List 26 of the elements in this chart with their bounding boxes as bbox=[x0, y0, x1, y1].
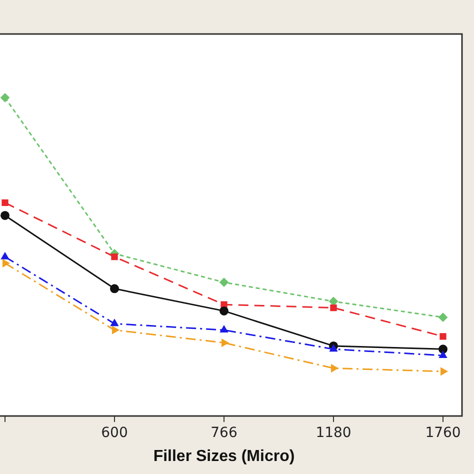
point bbox=[111, 254, 118, 260]
point bbox=[220, 278, 228, 287]
x-axis-title: Filler Sizes (Micro) bbox=[153, 448, 295, 465]
point bbox=[440, 333, 446, 340]
x-tick-label: 600 bbox=[101, 425, 128, 442]
point bbox=[110, 319, 118, 326]
point bbox=[439, 351, 447, 358]
point bbox=[222, 338, 228, 347]
point bbox=[2, 199, 8, 206]
x-tick-label: 1180 bbox=[316, 425, 352, 442]
point bbox=[438, 344, 448, 354]
point bbox=[331, 364, 338, 372]
point bbox=[112, 326, 119, 334]
x-tick-label: 1760 bbox=[425, 425, 461, 442]
point bbox=[0, 210, 10, 220]
point bbox=[330, 344, 338, 352]
x-tick-label: 766 bbox=[210, 425, 238, 442]
point bbox=[220, 326, 228, 333]
point bbox=[110, 284, 119, 294]
point bbox=[330, 304, 337, 312]
point bbox=[1, 252, 9, 260]
point bbox=[438, 312, 448, 322]
point bbox=[2, 259, 10, 268]
point bbox=[220, 306, 228, 316]
point bbox=[440, 367, 448, 376]
point bbox=[0, 93, 10, 102]
